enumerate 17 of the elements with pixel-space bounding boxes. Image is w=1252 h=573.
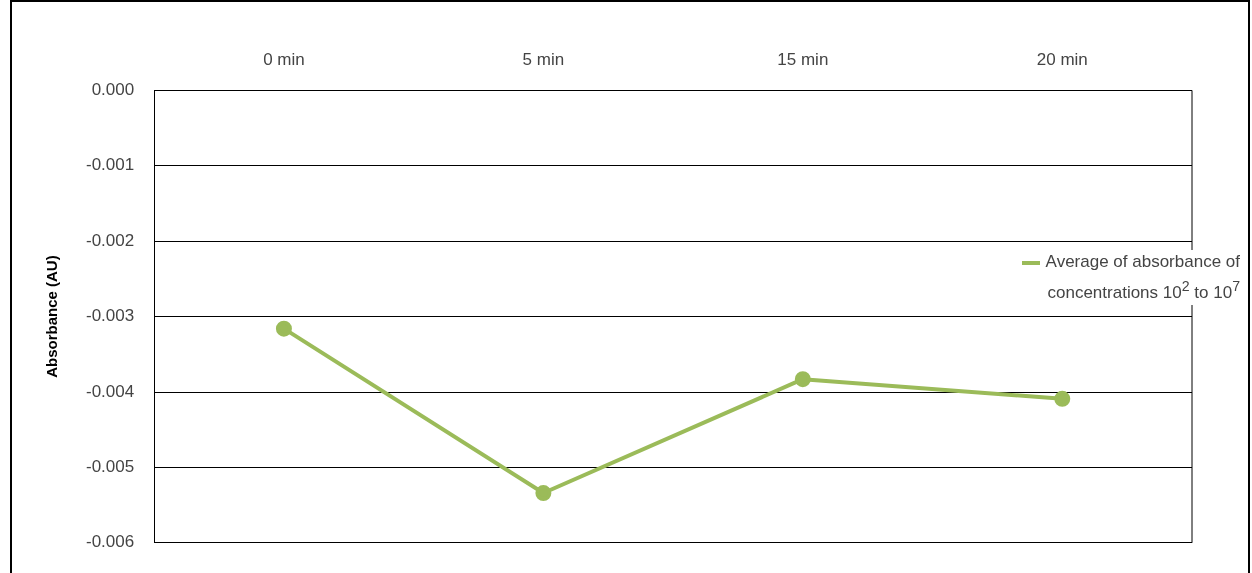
x-tick-label: 15 min	[777, 49, 829, 69]
y-tick-label: -0.004	[86, 381, 135, 401]
legend-label: Average of absorbance of concentrations 10$^{2}$ to 10$^{7}$	[1000, 250, 1240, 305]
y-tick-label: -0.001	[86, 155, 135, 175]
y-tick-label: -0.005	[86, 457, 135, 477]
y-tick-label: 0.000	[91, 80, 135, 100]
y-tick-label: -0.006	[86, 532, 135, 552]
x-tick-label: 0 min	[263, 49, 305, 69]
point	[535, 485, 552, 502]
point	[794, 371, 811, 388]
y-tick-label: -0.002	[86, 230, 135, 250]
y-axis-title: Absorbance (AU)	[43, 255, 61, 378]
y-tick-label: -0.003	[86, 306, 135, 326]
point	[275, 320, 292, 337]
x-tick-label: 20 min	[1036, 49, 1088, 69]
point	[1054, 390, 1071, 407]
x-tick-label: 5 min	[522, 49, 565, 69]
